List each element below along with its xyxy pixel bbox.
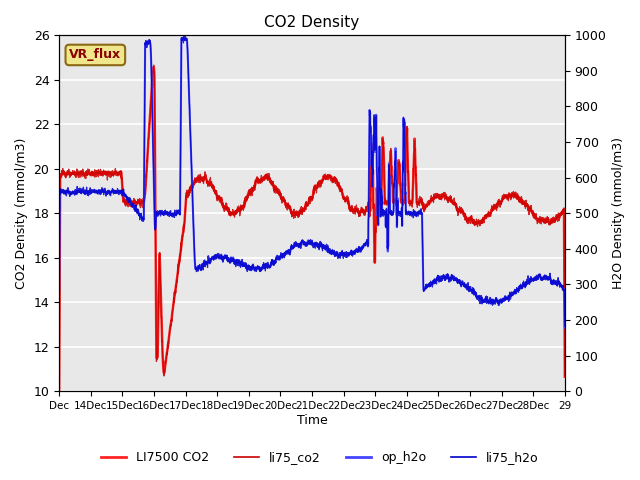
- Y-axis label: CO2 Density (mmol/m3): CO2 Density (mmol/m3): [15, 138, 28, 289]
- X-axis label: Time: Time: [296, 414, 328, 427]
- Y-axis label: H2O Density (mmol/m3): H2O Density (mmol/m3): [612, 137, 625, 289]
- Title: CO2 Density: CO2 Density: [264, 15, 360, 30]
- Legend: LI7500 CO2, li75_co2, op_h2o, li75_h2o: LI7500 CO2, li75_co2, op_h2o, li75_h2o: [96, 446, 544, 469]
- Text: VR_flux: VR_flux: [69, 48, 122, 61]
